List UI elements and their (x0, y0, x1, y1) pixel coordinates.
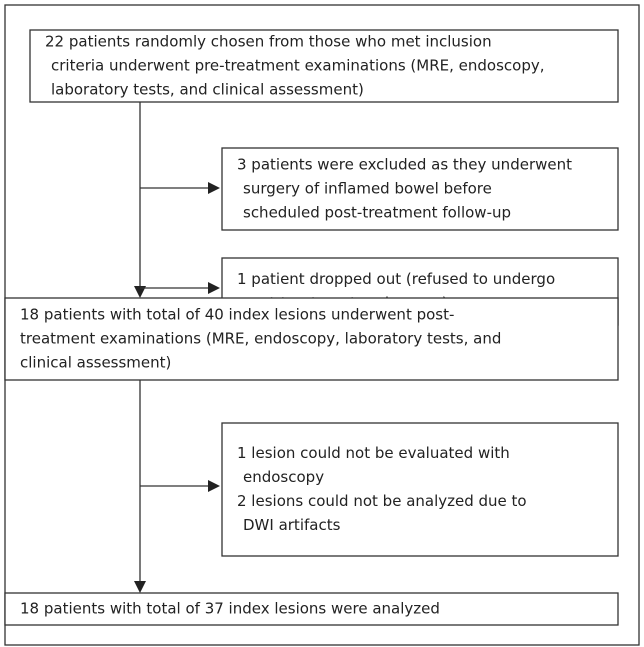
box-text: 1 patient dropped out (refused to underg… (237, 270, 555, 288)
box-text: 18 patients with total of 40 index lesio… (20, 306, 454, 324)
box-text: laboratory tests, and clinical assessmen… (51, 81, 364, 99)
arrowhead (208, 282, 220, 294)
arrowhead (134, 286, 146, 298)
box-text: surgery of inflamed bowel before (243, 180, 492, 198)
flow-box (221, 422, 619, 557)
box-text: DWI artifacts (243, 516, 341, 534)
box-text: criteria underwent pre-treatment examina… (51, 57, 544, 75)
arrowhead (134, 581, 146, 593)
box-text: treatment examinations (MRE, endoscopy, … (20, 330, 501, 348)
arrowhead (208, 480, 220, 492)
box-text: 2 lesions could not be analyzed due to (237, 492, 527, 510)
box-text: scheduled post-treatment follow-up (243, 204, 511, 222)
flow-box (4, 592, 619, 626)
box-text: 22 patients randomly chosen from those w… (45, 33, 492, 51)
flow-box (221, 147, 619, 231)
arrowhead (208, 182, 220, 194)
box-text: 3 patients were excluded as they underwe… (237, 156, 572, 174)
box-text: endoscopy (243, 468, 324, 486)
box-text: 18 patients with total of 37 index lesio… (20, 600, 440, 618)
flow-box (4, 297, 619, 381)
flow-box (29, 29, 619, 103)
box-text: 1 lesion could not be evaluated with (237, 444, 510, 462)
box-text: clinical assessment) (20, 354, 171, 372)
